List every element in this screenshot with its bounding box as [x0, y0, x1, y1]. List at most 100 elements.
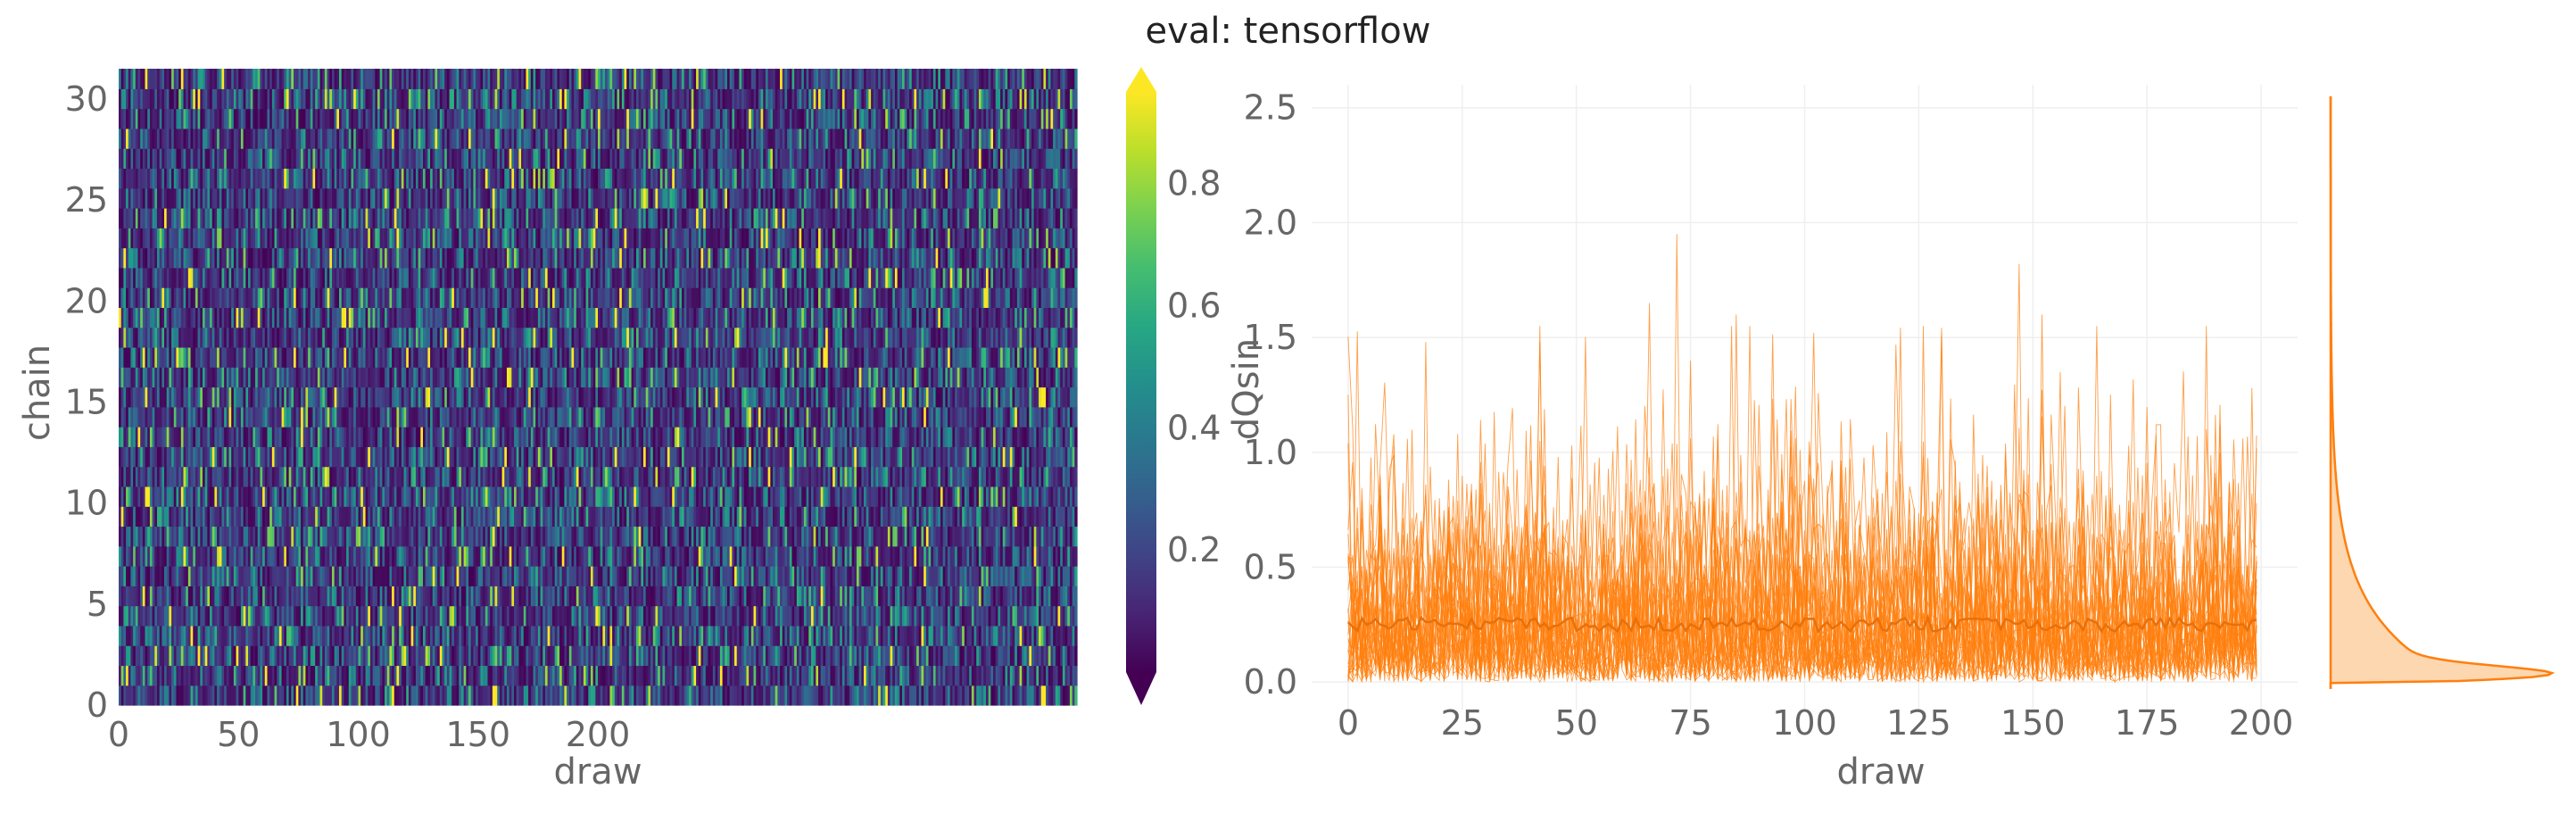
heatmap-cell: [228, 446, 232, 468]
heatmap-cell: [365, 625, 369, 646]
heatmap-cell: [712, 685, 716, 706]
heatmap-cell: [533, 685, 536, 706]
heatmap-cell: [401, 685, 405, 706]
heatmap-cell: [281, 466, 285, 487]
heatmap-cell: [1067, 605, 1071, 627]
heatmap-cell: [734, 466, 738, 487]
heatmap-cell: [164, 665, 168, 686]
heatmap-cell: [154, 605, 158, 627]
heatmap-cell: [228, 486, 232, 507]
heatmap-cell: [940, 526, 944, 547]
heatmap-cell: [197, 645, 201, 667]
heatmap-cell: [253, 466, 256, 487]
heatmap-cell: [995, 625, 998, 646]
heatmap-cell: [250, 545, 253, 567]
heatmap-cell: [137, 665, 141, 686]
heatmap-cell: [245, 506, 249, 527]
heatmap-cell: [770, 466, 774, 487]
heatmap-cell: [336, 645, 340, 667]
heatmap-cell: [193, 545, 196, 567]
heatmap-cell: [159, 586, 162, 607]
heatmap-cell: [605, 566, 609, 586]
heatmap-cell: [171, 665, 175, 686]
heatmap-cell: [149, 466, 153, 487]
heatmap-cell: [137, 486, 141, 507]
heatmap-cell: [523, 526, 527, 547]
heatmap-cell: [789, 605, 793, 627]
heatmap-cell: [516, 545, 519, 567]
heatmap-cell: [672, 486, 675, 507]
heatmap-cell: [868, 586, 872, 607]
heatmap-cell: [483, 506, 486, 527]
heatmap-cell: [483, 526, 486, 547]
heatmap-cell: [351, 526, 354, 547]
heatmap-cell: [501, 605, 505, 627]
heatmap-cell: [619, 526, 623, 547]
heatmap-cell: [401, 586, 405, 607]
heatmap-cell: [152, 665, 155, 686]
heatmap-cell: [499, 625, 503, 646]
heatmap-cell: [190, 645, 194, 667]
heatmap-cell: [806, 486, 809, 507]
heatmap-cell: [1067, 506, 1071, 527]
heatmap-cell: [240, 545, 244, 567]
heatmap-cell: [851, 685, 855, 706]
heatmap-cell: [683, 685, 687, 706]
heatmap-cell: [432, 665, 436, 686]
heatmap-cell: [137, 625, 141, 646]
heatmap-cell: [973, 506, 977, 527]
heatmap-cell: [1055, 685, 1059, 706]
heatmap-cell: [468, 665, 472, 686]
heatmap-cell: [418, 466, 421, 487]
heatmap-cell: [955, 685, 958, 706]
heatmap-cell: [437, 645, 441, 667]
heatmap-cell: [432, 645, 436, 667]
heatmap-cell: [925, 605, 930, 627]
heatmap-cell: [1046, 625, 1049, 646]
heatmap-cell: [799, 545, 802, 567]
heatmap-cell: [379, 526, 383, 547]
heatmap-cell: [1033, 466, 1037, 487]
heatmap-cell: [938, 605, 941, 627]
heatmap-cell: [949, 645, 953, 667]
heatmap-cell: [696, 645, 700, 667]
heatmap-cell: [849, 685, 853, 706]
heatmap-cell: [619, 466, 623, 487]
heatmap-cell: [291, 645, 294, 667]
heatmap-cell: [540, 566, 543, 586]
heatmap-cell: [358, 586, 361, 607]
heatmap-cell: [476, 605, 479, 627]
heatmap-cell: [312, 645, 316, 667]
heatmap-cell: [885, 605, 889, 627]
heatmap-cell: [932, 586, 937, 607]
heatmap-cell: [171, 506, 175, 527]
heatmap-cell: [544, 466, 549, 487]
heatmap-cell: [468, 566, 472, 586]
heatmap-cell: [348, 566, 352, 586]
heatmap-cell: [460, 586, 465, 607]
heatmap-cell: [564, 645, 567, 667]
heatmap-cell: [459, 665, 462, 686]
heatmap-cell: [453, 605, 458, 627]
heatmap-cell: [231, 545, 235, 567]
heatmap-cell: [985, 605, 990, 627]
heatmap-cell: [729, 586, 733, 607]
heatmap-cell: [844, 586, 848, 607]
heatmap-cell: [749, 605, 752, 627]
heatmap-cell: [451, 586, 455, 607]
heatmap-cell: [140, 486, 144, 507]
heatmap-cell: [1062, 506, 1066, 527]
heatmap-cell: [154, 506, 158, 527]
heatmap-cell: [331, 545, 335, 567]
heatmap-cell: [149, 605, 153, 627]
heatmap-cell: [327, 566, 330, 586]
heatmap-cell: [459, 466, 462, 487]
heatmap-cell: [410, 566, 414, 586]
heatmap-cell: [841, 605, 846, 627]
heatmap-cell: [576, 586, 580, 607]
heatmap-cell: [351, 645, 354, 667]
heatmap-cell: [940, 645, 944, 667]
heatmap-cell: [544, 526, 549, 547]
heatmap-cell: [149, 645, 153, 667]
heatmap-cell: [964, 605, 968, 627]
